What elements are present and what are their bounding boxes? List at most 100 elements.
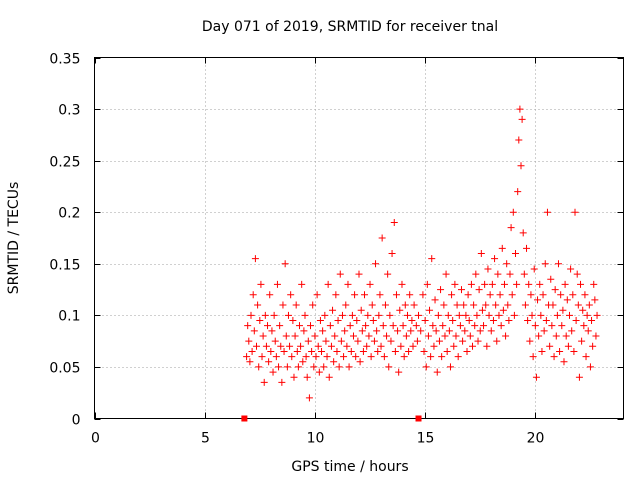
data-point — [331, 332, 339, 340]
data-point — [482, 301, 490, 309]
data-point — [450, 342, 458, 350]
data-point — [338, 311, 346, 319]
data-point — [474, 337, 482, 345]
y-tick-label: 0.05 — [49, 361, 80, 377]
data-point — [351, 291, 359, 299]
data-point — [370, 337, 378, 345]
data-point — [485, 311, 493, 319]
data-point — [248, 347, 256, 355]
data-point — [423, 280, 431, 288]
data-point — [534, 296, 542, 304]
data-point — [463, 347, 471, 355]
data-point — [322, 337, 330, 345]
data-point — [448, 291, 456, 299]
data-point — [456, 322, 464, 330]
data-point — [577, 280, 585, 288]
data-point — [291, 332, 299, 340]
data-point — [310, 363, 318, 371]
data-point — [357, 306, 365, 314]
data-point — [417, 327, 425, 335]
data-point — [495, 311, 503, 319]
data-point — [375, 311, 383, 319]
data-point — [256, 317, 264, 325]
data-point — [430, 342, 438, 350]
data-point — [401, 301, 409, 309]
data-point — [471, 322, 479, 330]
data-point — [550, 353, 558, 361]
data-point — [459, 337, 467, 345]
data-point — [309, 301, 317, 309]
data-point — [452, 332, 460, 340]
data-point — [465, 317, 473, 325]
data-point — [440, 301, 448, 309]
data-point — [503, 260, 511, 268]
data-point — [560, 358, 568, 366]
data-point — [355, 270, 363, 278]
data-point — [402, 332, 410, 340]
y-tick-label: 0.15 — [49, 258, 80, 274]
data-point — [299, 358, 307, 366]
data-point — [507, 224, 515, 232]
data-point — [290, 373, 298, 381]
data-point — [455, 311, 463, 319]
data-point — [552, 332, 560, 340]
data-point — [304, 337, 312, 345]
data-point — [346, 322, 354, 330]
data-point — [258, 353, 266, 361]
data-point — [292, 301, 300, 309]
data-point — [284, 311, 292, 319]
data-point — [343, 342, 351, 350]
data-point — [380, 353, 388, 361]
data-point — [362, 322, 370, 330]
data-point — [567, 265, 575, 273]
data-point — [431, 296, 439, 304]
x-tick-label: 20 — [527, 431, 545, 447]
data-point — [301, 311, 309, 319]
data-point — [528, 311, 536, 319]
data-point — [578, 337, 586, 345]
data-point — [580, 322, 588, 330]
data-point — [413, 337, 421, 345]
data-point — [334, 317, 342, 325]
data-point — [273, 280, 281, 288]
data-point — [409, 342, 417, 350]
data-point — [244, 322, 252, 330]
y-axis-label: SRMTID / TECUs — [6, 182, 22, 295]
data-point — [247, 311, 255, 319]
data-point — [364, 311, 372, 319]
data-point — [514, 188, 522, 196]
data-point — [421, 317, 429, 325]
data-point — [441, 332, 449, 340]
data-point — [571, 208, 579, 216]
data-point — [415, 415, 422, 422]
data-point — [386, 311, 394, 319]
data-point — [352, 353, 360, 361]
data-point — [470, 301, 478, 309]
data-point — [513, 280, 521, 288]
data-point — [422, 363, 430, 371]
data-point — [524, 317, 532, 325]
data-point — [279, 301, 287, 309]
data-point — [516, 105, 524, 113]
data-point — [434, 311, 442, 319]
data-point — [259, 332, 267, 340]
data-point — [319, 327, 327, 335]
data-point — [342, 301, 350, 309]
data-point — [573, 270, 581, 278]
data-point — [332, 291, 340, 299]
data-point — [307, 322, 315, 330]
data-point — [433, 368, 441, 376]
ticks — [94, 57, 624, 420]
data-point — [399, 322, 407, 330]
data-point — [349, 332, 357, 340]
data-point — [467, 280, 475, 288]
data-point — [515, 136, 523, 144]
data-point — [531, 322, 539, 330]
data-point — [497, 322, 505, 330]
data-point — [359, 347, 367, 355]
data-point — [315, 368, 323, 376]
data-point — [536, 280, 544, 288]
data-point — [574, 301, 582, 309]
data-point — [255, 363, 263, 371]
data-point — [469, 342, 477, 350]
